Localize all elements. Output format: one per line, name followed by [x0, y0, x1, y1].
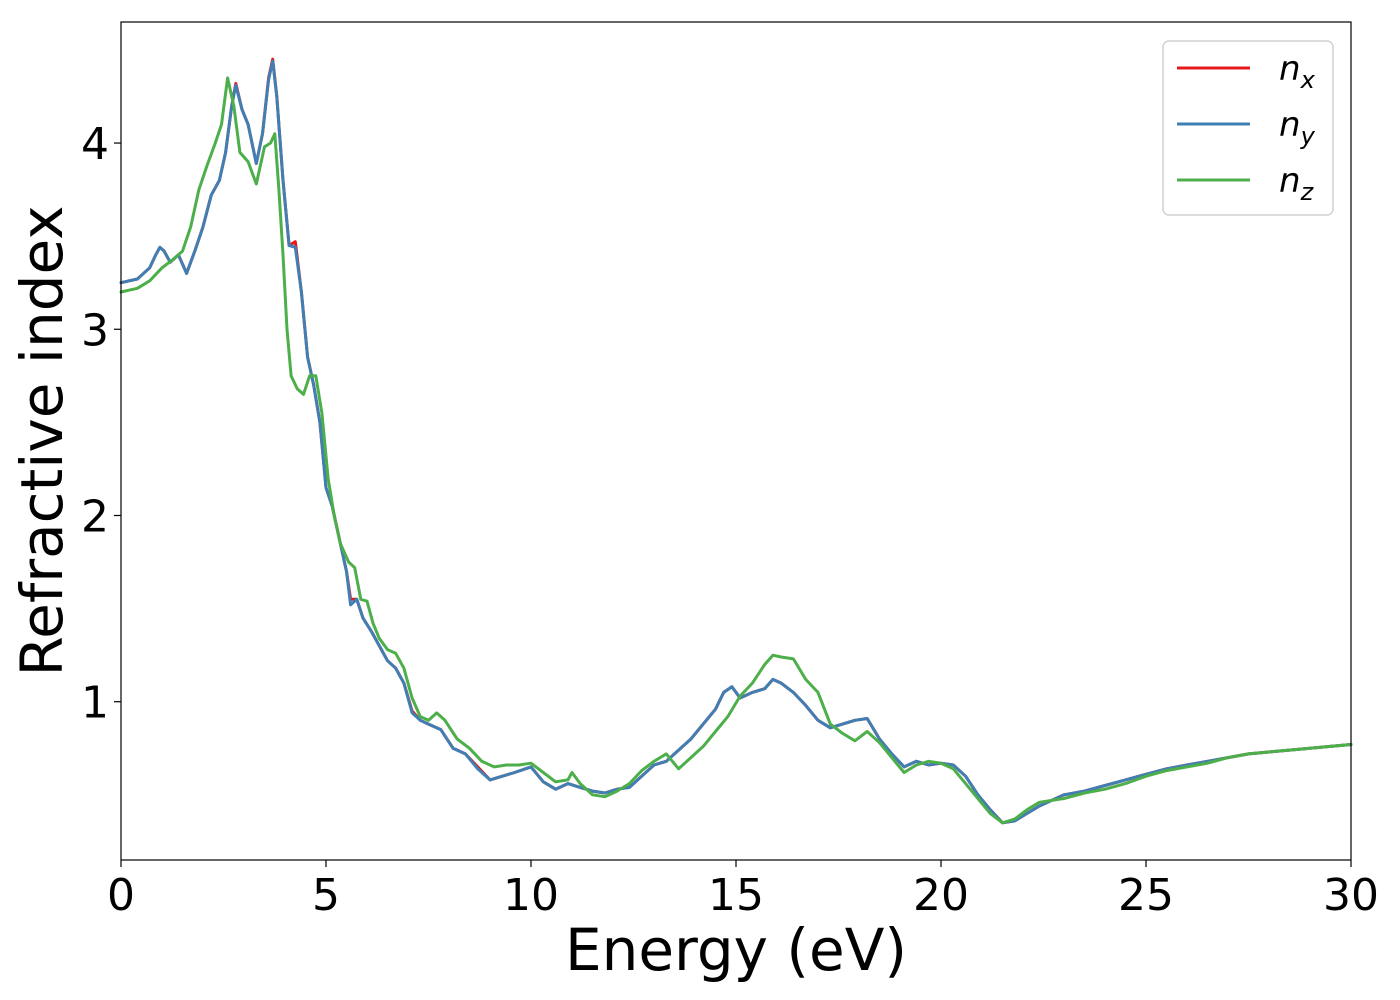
x-tick-label: 20: [913, 870, 969, 921]
x-tick-label: 30: [1323, 870, 1379, 921]
x-axis-label: Energy (eV): [565, 916, 907, 984]
legend-label: ny: [1279, 105, 1316, 150]
x-tick-label: 25: [1118, 870, 1174, 921]
ticks-layer: 0 5 10 15 20 25 30 1 2 3 4: [81, 119, 1379, 921]
series-line-nz: [119, 76, 1353, 825]
y-tick-label: 4: [81, 119, 109, 170]
legend-label: nz: [1279, 161, 1315, 206]
x-tick-label: 5: [312, 870, 340, 921]
legend-label-subscript: z: [1300, 178, 1315, 206]
x-tick-label: 0: [107, 870, 135, 921]
series-layer: [119, 57, 1353, 825]
legend-label-main: n: [1279, 49, 1301, 89]
y-tick-label: 2: [81, 491, 109, 542]
legend-label-subscript: x: [1300, 66, 1316, 94]
y-tick-label: 3: [81, 305, 109, 356]
x-tick-label: 15: [708, 870, 764, 921]
legend-label: nx: [1279, 49, 1316, 94]
legend-label-subscript: y: [1300, 122, 1316, 150]
legend-label-main: n: [1279, 105, 1301, 145]
x-tick-label: 10: [503, 870, 559, 921]
legend-box: [1162, 40, 1334, 216]
y-axis-label: Refractive index: [8, 205, 76, 676]
y-tick-label: 1: [81, 678, 109, 729]
legend-label-main: n: [1279, 161, 1301, 201]
plot-frame: [120, 21, 1352, 861]
